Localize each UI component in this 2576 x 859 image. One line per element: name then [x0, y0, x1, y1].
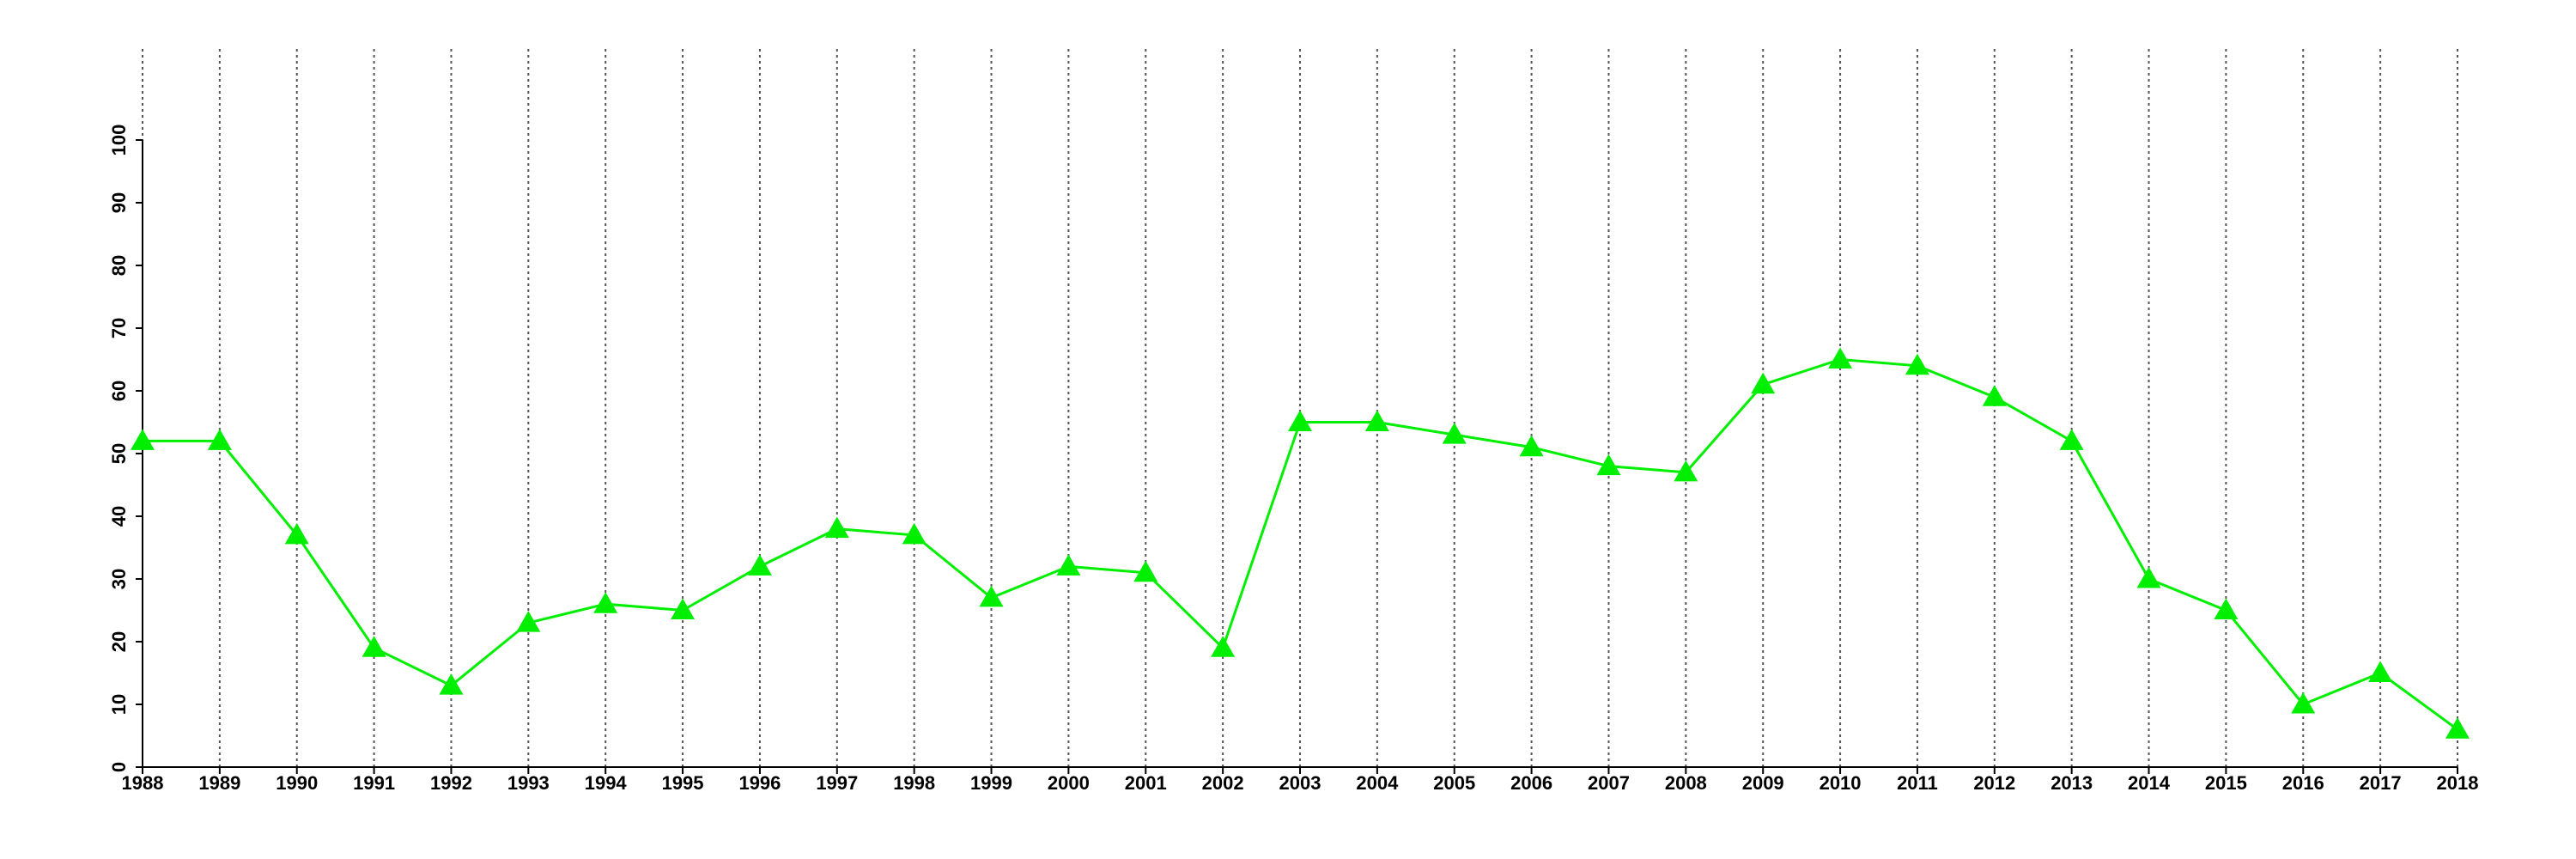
data-point: [1288, 410, 1312, 431]
x-tick-label: 2006: [1510, 772, 1552, 794]
x-tick-label: 1989: [198, 772, 240, 794]
x-tick-label: 2015: [2205, 772, 2247, 794]
y-tick-label: 40: [108, 506, 130, 527]
x-tick-label: 2005: [1433, 772, 1475, 794]
data-point: [671, 598, 696, 619]
data-point: [1596, 454, 1621, 476]
x-tick-label: 1988: [122, 772, 164, 794]
data-point: [284, 522, 309, 545]
x-tick-label: 1993: [507, 772, 550, 794]
x-tick-label: 2001: [1125, 772, 1167, 794]
data-point: [1905, 353, 1929, 375]
data-point: [2368, 661, 2393, 682]
x-tick-label: 1996: [738, 772, 781, 794]
y-tick-label: 100: [108, 125, 130, 156]
y-tick-label: 50: [108, 443, 130, 464]
data-point: [1133, 560, 1158, 582]
x-tick-label: 2009: [1742, 772, 1784, 794]
x-tick-label: 2013: [2050, 772, 2093, 794]
data-point: [1519, 435, 1544, 457]
x-tick-label: 2010: [1820, 772, 1862, 794]
y-tick-label: 90: [108, 192, 130, 213]
x-tick-label: 2004: [1356, 772, 1399, 794]
x-tick-label: 1997: [816, 772, 858, 794]
x-tick-label: 2002: [1202, 772, 1244, 794]
data-point: [439, 673, 464, 695]
x-tick-label: 2008: [1665, 772, 1707, 794]
x-tick-label: 1994: [585, 772, 628, 794]
data-point: [2214, 598, 2239, 619]
x-tick-label: 2003: [1279, 772, 1321, 794]
data-point: [1674, 460, 1698, 482]
data-point: [1828, 347, 1853, 369]
y-tick-label: 0: [108, 762, 130, 772]
y-tick-label: 80: [108, 255, 130, 276]
x-tick-label: 2018: [2437, 772, 2479, 794]
data-point: [2136, 567, 2161, 588]
x-tick-label: 1990: [276, 772, 318, 794]
x-tick-label: 2017: [2360, 772, 2402, 794]
data-point: [1056, 554, 1081, 576]
data-point: [361, 636, 386, 657]
x-tick-label: 1999: [970, 772, 1012, 794]
x-tick-label: 2000: [1048, 772, 1090, 794]
y-tick-label: 20: [108, 631, 130, 652]
x-tick-label: 2012: [1973, 772, 2015, 794]
data-point: [747, 554, 772, 576]
data-point: [2291, 692, 2316, 714]
data-point: [1442, 423, 1467, 444]
data-point: [1211, 636, 1236, 657]
data-point: [207, 429, 232, 450]
data-point: [824, 516, 849, 539]
data-point: [516, 611, 541, 632]
data-point: [1364, 410, 1389, 431]
x-tick-label: 1992: [430, 772, 472, 794]
x-tick-label: 2007: [1588, 772, 1630, 794]
y-tick-label: 10: [108, 694, 130, 715]
data-point: [1751, 372, 1776, 394]
x-tick-label: 1995: [662, 772, 704, 794]
data-point: [131, 429, 155, 450]
y-tick-label: 60: [108, 381, 130, 401]
data-point: [593, 592, 618, 613]
x-tick-label: 2011: [1897, 772, 1938, 794]
y-tick-label: 70: [108, 318, 130, 338]
data-point: [902, 522, 927, 545]
data-point: [2059, 429, 2084, 450]
x-tick-label: 2014: [2128, 772, 2171, 794]
x-tick-label: 1991: [353, 772, 395, 794]
data-point: [2445, 717, 2470, 739]
x-tick-label: 2016: [2282, 772, 2324, 794]
data-point: [979, 585, 1004, 607]
x-tick-label: 1998: [893, 772, 935, 794]
data-point: [1982, 385, 2007, 406]
y-tick-label: 30: [108, 569, 130, 589]
